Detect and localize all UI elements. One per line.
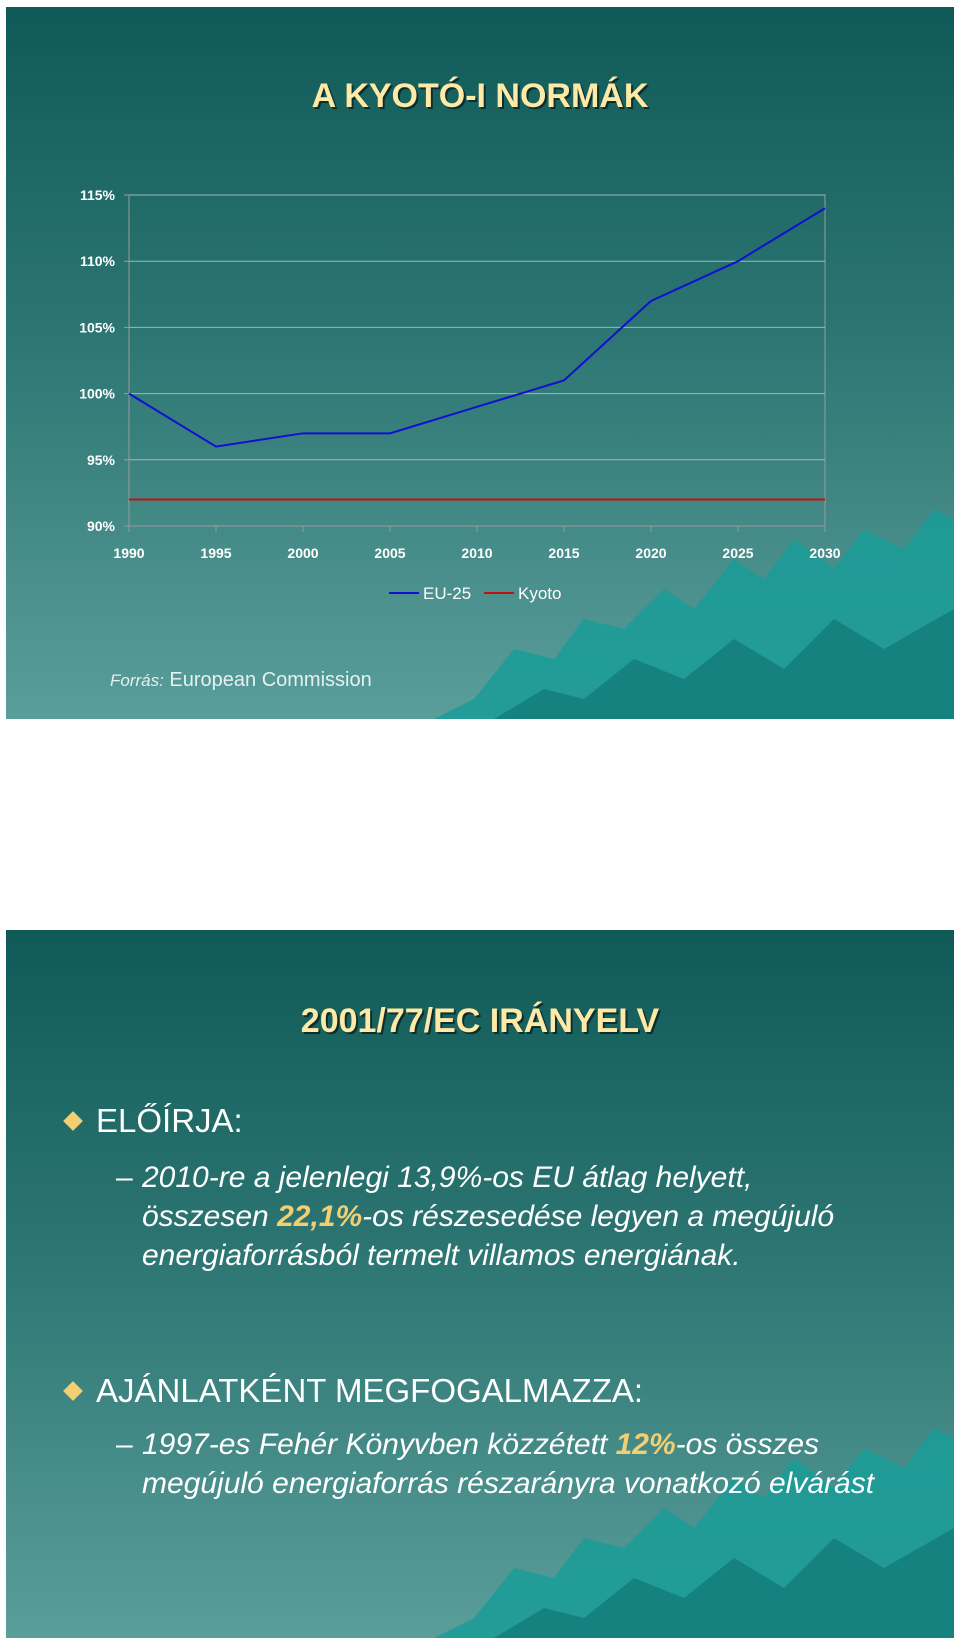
x-tick-label: 2025 — [722, 545, 753, 561]
kyoto-line-chart: 90% 95% 100% 105% 110% 115% 1990 1995 2000 2005 2… — [79, 187, 841, 603]
bullet-prescribes: ELŐÍRJA: — [63, 1102, 243, 1140]
bullet-label: ELŐÍRJA: — [96, 1102, 243, 1139]
x-tick-label: 2030 — [809, 545, 840, 561]
y-tick-label: 95% — [87, 452, 116, 468]
sub-item-white-paper: – 1997-es Fehér Könyvben közzétett 12%-o… — [116, 1425, 882, 1503]
diamond-bullet-icon — [63, 1111, 83, 1132]
y-tick-label: 115% — [80, 187, 116, 203]
source-label: Forrás: — [110, 671, 164, 690]
dash-marker: – — [116, 1428, 133, 1461]
y-tick-label: 100% — [79, 386, 115, 402]
x-tick-label: 2010 — [461, 545, 492, 561]
source-note: Forrás: European Commission — [110, 669, 372, 692]
x-tick-label: 1990 — [113, 545, 144, 561]
x-tick-label: 2020 — [635, 545, 666, 561]
bullet-label: AJÁNLATKÉNT MEGFOGALMAZZA: — [96, 1372, 644, 1409]
plot-area — [128, 194, 826, 527]
diamond-bullet-icon — [63, 1381, 83, 1402]
sub-text-part2: -os részesedése legyen a megújuló energi… — [142, 1200, 835, 1272]
highlight-value: 12% — [615, 1428, 676, 1461]
slide-directive: 2001/77/EC IRÁNYELV ELŐÍRJA: – 2010-re a… — [6, 930, 954, 1638]
y-tick-label: 90% — [87, 518, 116, 534]
sub-text-part1: 1997-es Fehér Könyvben közzétett — [142, 1428, 616, 1461]
highlight-value: 22,1% — [277, 1200, 363, 1233]
sub-text-part1: 2010-re a jelenlegi 13,9%-os EU átlag he… — [142, 1161, 753, 1233]
slide-title: 2001/77/EC IRÁNYELV — [300, 1002, 660, 1040]
wave-decoration — [434, 1428, 954, 1638]
sub-item-2010-target: – 2010-re a jelenlegi 13,9%-os EU átlag … — [116, 1158, 882, 1275]
x-tick-label: 2015 — [548, 545, 579, 561]
sub-text-part2: -os összes megújuló energiaforrás részar… — [142, 1428, 875, 1500]
x-tick-label: 2000 — [287, 545, 318, 561]
slide-kyoto-norms: A KYOTÓ-I NORMÁK 90% 95% 100% 105% 110% 115% … — [6, 7, 954, 719]
legend-label: EU-25 — [423, 584, 471, 603]
legend-label: Kyoto — [518, 584, 561, 603]
x-tick-label: 2005 — [374, 545, 405, 561]
source-text: European Commission — [169, 669, 372, 691]
slide-title: A KYOTÓ-I NORMÁK — [311, 77, 649, 115]
y-tick-label: 105% — [79, 319, 115, 335]
y-tick-label: 110% — [80, 253, 116, 269]
dash-marker: – — [116, 1161, 133, 1194]
series-line-eu-25 — [128, 207, 826, 448]
bullet-recommends: AJÁNLATKÉNT MEGFOGALMAZZA: — [63, 1372, 644, 1410]
wave-decoration — [434, 509, 954, 719]
x-tick-label: 1995 — [200, 545, 231, 561]
